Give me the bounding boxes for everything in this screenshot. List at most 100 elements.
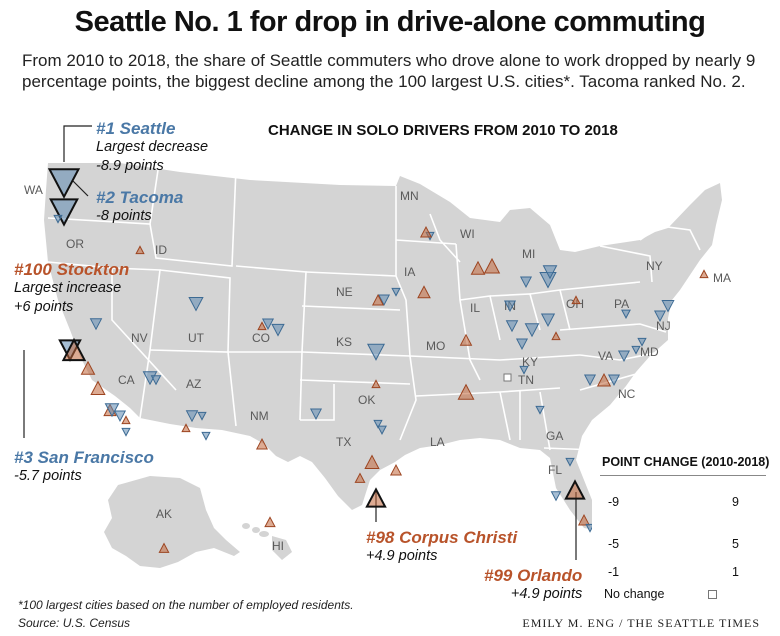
city-symbol [53, 214, 63, 224]
callout-sf-city: San Francisco [37, 448, 154, 467]
state-label: CO [252, 331, 270, 345]
city-symbol-stockton [61, 337, 87, 362]
state-label: PA [614, 297, 629, 311]
city-symbol [637, 337, 647, 347]
city-symbol [188, 297, 204, 312]
city-symbol [201, 431, 211, 441]
city-symbol [519, 365, 529, 375]
city-symbol [354, 472, 366, 483]
callout-stockton-city: Stockton [56, 260, 130, 279]
callout-seattle-head: #1 Seattle [96, 119, 208, 138]
hawaii-land [242, 523, 292, 560]
callout-tacoma-rank: #2 [96, 188, 115, 207]
state-label: NE [336, 285, 353, 299]
state-borders [47, 167, 701, 451]
callout-seattle-note: Largest decrease [96, 139, 209, 155]
city-symbol-no-change [503, 373, 512, 382]
city-symbol [89, 318, 103, 331]
city-symbol [419, 225, 433, 238]
city-symbol [551, 331, 561, 341]
city-symbols [47, 168, 709, 553]
state-label: IL [470, 301, 480, 315]
callout-stockton-value: +6 points [14, 299, 74, 315]
city-symbol [617, 350, 631, 363]
city-symbol [271, 323, 285, 337]
city-symbol [264, 516, 276, 528]
state-label: IA [404, 265, 415, 279]
city-symbol [185, 410, 199, 423]
callout-sf-value: -5.7 points [14, 468, 82, 484]
callout-orlando-value: +4.9 points [510, 586, 583, 602]
chart-title: CHANGE IN SOLO DRIVERS FROM 2010 TO 2018 [268, 122, 618, 139]
city-symbol [653, 310, 667, 323]
callout-corpus-rank: #98 [366, 528, 395, 547]
city-symbol [158, 542, 170, 553]
callout-corpus-head: #98 Corpus Christi [366, 528, 517, 547]
state-label: TX [336, 435, 351, 449]
state-labels: WA OR ID CA NV UT AZ CO NM MN WI MI IA N… [24, 183, 731, 553]
state-label: UT [188, 331, 205, 345]
legend-no-change-symbol [708, 590, 717, 599]
callout-corpus-christi: #98 Corpus Christi +4.9 points [366, 528, 517, 566]
callout-san-francisco: #3 San Francisco -5.7 points [14, 448, 154, 486]
city-symbol [261, 318, 275, 331]
footnote: *100 largest cities based on the number … [18, 598, 354, 612]
callout-seattle: #1 Seattle Largest decrease -8.9 points [96, 119, 208, 176]
city-symbol [503, 300, 517, 313]
state-label: FL [548, 463, 562, 477]
legend-divider [600, 475, 766, 476]
city-symbol [150, 375, 162, 386]
city-symbol [540, 313, 556, 328]
city-symbol [377, 294, 391, 307]
city-symbol [104, 403, 120, 418]
state-label: TN [518, 373, 534, 387]
state-label: MD [640, 345, 659, 359]
state-label: OK [358, 393, 375, 407]
city-symbol [135, 245, 145, 255]
credit: EMILY M. ENG / THE SEATTLE TIMES [522, 616, 760, 630]
city-symbol [90, 380, 106, 395]
legend-title: POINT CHANGE (2010-2018) [602, 455, 770, 469]
state-label: HI [272, 539, 284, 553]
city-symbol [571, 295, 581, 305]
city-symbol [661, 300, 675, 313]
callout-sf-head: #3 San Francisco [14, 448, 154, 467]
state-label: MI [522, 247, 535, 261]
state-label: MO [426, 339, 445, 353]
city-symbol-corpus-christi [365, 487, 387, 508]
callout-stockton-head: #100 Stockton [14, 260, 129, 279]
city-symbol [470, 260, 486, 275]
city-symbol [457, 383, 475, 400]
callout-orlando-head: #99 Orlando [484, 566, 582, 585]
city-symbol [181, 423, 191, 433]
state-label: NY [646, 259, 663, 273]
state-label: WA [24, 183, 43, 197]
city-symbol [371, 379, 381, 389]
state-label: OR [66, 237, 84, 251]
city-symbol [257, 321, 267, 331]
city-symbol [550, 491, 562, 502]
city-symbol [583, 374, 597, 387]
callout-orlando: #99 Orlando +4.9 points [484, 566, 582, 604]
city-symbol [519, 276, 533, 289]
callout-corpus-city: Corpus Christi [399, 528, 518, 547]
city-symbol [80, 360, 96, 375]
city-symbol-tacoma [49, 198, 79, 227]
callout-orlando-city: Orlando [517, 566, 583, 585]
city-symbol [607, 374, 621, 387]
callout-tacoma-value: -8 points [96, 208, 152, 224]
city-symbol [524, 323, 540, 338]
legend-label-neg9: -9 [608, 495, 620, 509]
city-symbol [542, 265, 558, 280]
city-symbol [389, 463, 403, 476]
state-label: NM [250, 409, 269, 423]
legend-label-neg1: -1 [608, 565, 620, 579]
city-symbol [113, 410, 127, 423]
city-symbol [459, 333, 473, 346]
city-symbol [255, 437, 269, 450]
page-title: Seattle No. 1 for drop in drive-alone co… [74, 6, 706, 38]
city-symbol [373, 419, 383, 429]
callout-orlando-rank: #99 [484, 566, 513, 585]
callout-seattle-value: -8.9 points [96, 158, 164, 174]
source: Source: U.S. Census [18, 616, 131, 630]
